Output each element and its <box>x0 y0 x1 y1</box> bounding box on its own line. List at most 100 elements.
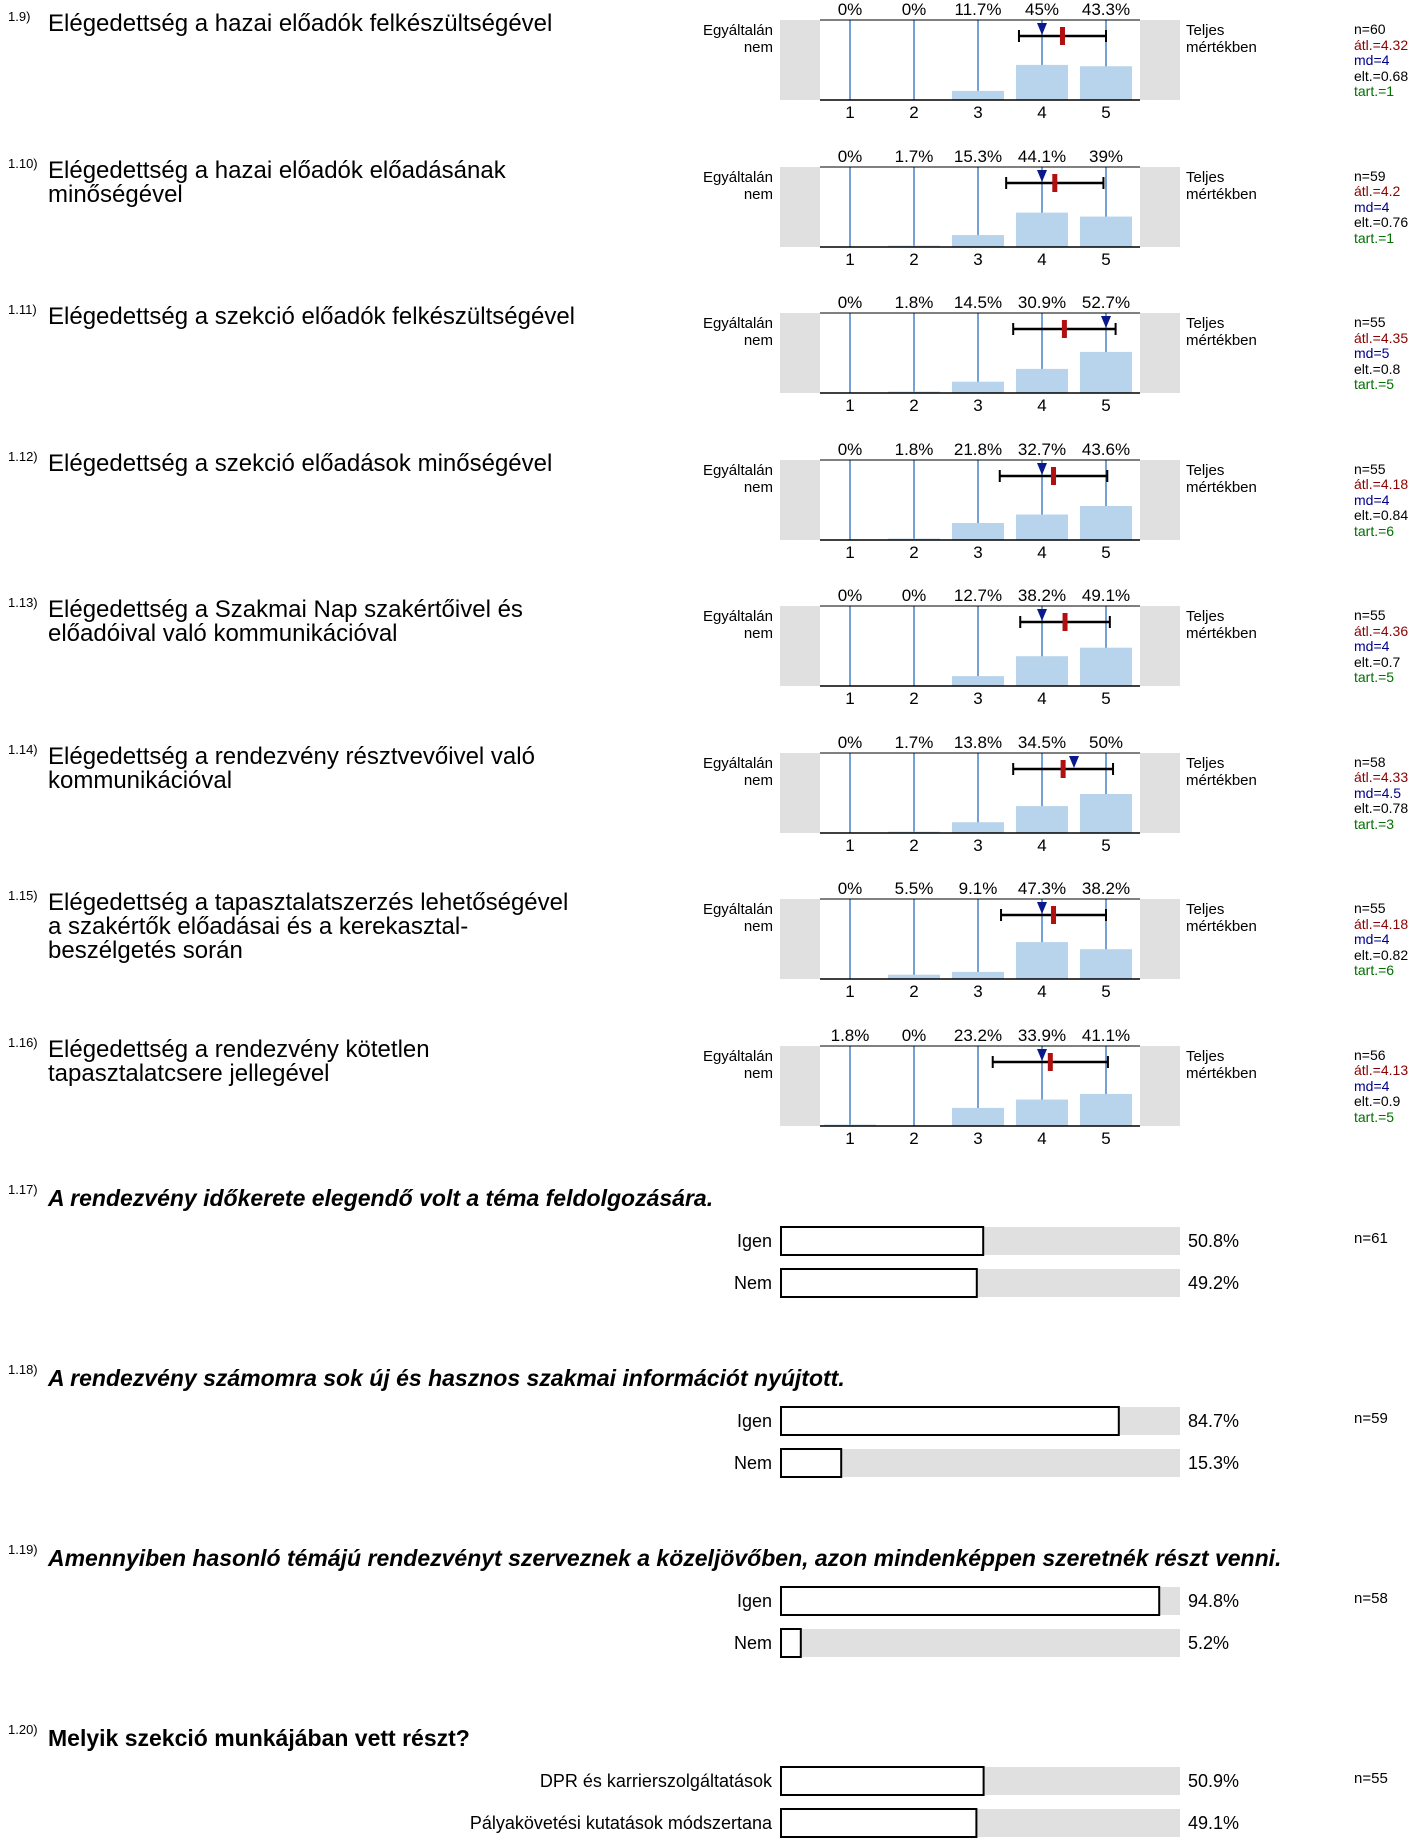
scale-left-line1: Egyáltalán <box>702 22 773 39</box>
question-number: 1.16) <box>8 1034 38 1050</box>
bar-track <box>780 1449 1180 1477</box>
likert-chart: 1.8% 0% 23.2% 33.9% 41.1% 1 2 3 4 5 <box>780 1026 1180 1148</box>
pct-label: 39% <box>1089 147 1123 166</box>
stats-block: n=60 átl.=4.32 md=4 elt.=0.68 tart.=1 <box>1354 21 1408 100</box>
tick-label: 3 <box>973 982 982 1001</box>
panel-left <box>780 313 820 393</box>
median-marker <box>1069 755 1079 768</box>
pct-label: 34.5% <box>1018 733 1066 752</box>
tick-label: 4 <box>1037 689 1046 708</box>
question-text: Amennyiben hasonló témájú rendezvényt sz… <box>48 1545 1282 1571</box>
scale-left-line2: nem <box>743 332 773 349</box>
pct-label: 52.7% <box>1082 293 1130 312</box>
tick-label: 2 <box>909 103 918 122</box>
panel-right <box>1140 459 1180 540</box>
pct-label: 0% <box>838 0 863 19</box>
bar <box>888 391 940 393</box>
option-percent: 50.8% <box>1188 1231 1240 1251</box>
bar <box>888 974 940 979</box>
pct-label: 43.6% <box>1082 440 1130 459</box>
pct-label: 1.7% <box>895 733 934 752</box>
panel-right <box>1140 1045 1180 1126</box>
count-label: n=58 <box>1354 1590 1388 1607</box>
option-percent: 94.8% <box>1188 1591 1240 1611</box>
scale-right-label: Teljes mértékben <box>1186 901 1257 935</box>
pct-label: 21.8% <box>954 440 1002 459</box>
tick-label: 2 <box>909 543 918 562</box>
stat-md: md=4 <box>1354 491 1390 508</box>
question-text: Elégedettség a hazai előadók előadásának <box>48 156 506 184</box>
question-text: a szakértők előadásai és a kerekasztal- <box>48 913 469 940</box>
stat-n: n=59 <box>1354 167 1386 184</box>
bar-fill <box>780 1448 843 1478</box>
tick-label: 5 <box>1101 982 1110 1001</box>
bar-fill <box>780 1766 985 1796</box>
scale-right-line2: mértékben <box>1186 332 1257 349</box>
panel-left <box>780 166 820 247</box>
panel-right <box>1140 166 1180 247</box>
tick-label: 3 <box>973 689 982 708</box>
bar <box>952 90 1004 100</box>
tick-label: 3 <box>973 250 982 269</box>
scale-right-line2: mértékben <box>1186 918 1257 935</box>
pct-label: 1.7% <box>895 147 934 166</box>
mean-marker <box>1047 1052 1053 1071</box>
scale-right-line1: Teljes <box>1186 461 1225 479</box>
stat-mean: átl.=4.2 <box>1354 183 1401 199</box>
stat-mean: átl.=4.33 <box>1354 769 1409 785</box>
pct-label: 0% <box>838 586 863 605</box>
option-percent: 84.7% <box>1188 1411 1240 1431</box>
choice-bar <box>780 1406 1180 1436</box>
median-marker <box>1037 1048 1047 1061</box>
bar <box>1080 216 1132 247</box>
option-percent: 49.1% <box>1188 1813 1240 1833</box>
tick-label: 3 <box>973 396 982 415</box>
pct-label: 1.8% <box>895 440 934 459</box>
bar <box>1016 513 1068 540</box>
bar <box>1016 64 1068 100</box>
tick-label: 2 <box>909 250 918 269</box>
panel-right <box>1140 20 1180 100</box>
question-number: 1.11) <box>8 302 37 317</box>
scale-left-label: Egyáltalán nem <box>699 608 773 642</box>
tick-label: 5 <box>1101 1129 1110 1148</box>
tick-label: 1 <box>845 836 854 855</box>
tick-label: 3 <box>973 1129 982 1148</box>
stats-block: n=55 átl.=4.18 md=4 elt.=0.82 tart.=6 <box>1354 900 1409 979</box>
scale-left-line1: Egyáltalán <box>702 461 773 479</box>
mean-marker <box>1062 613 1068 631</box>
pct-label: 49.1% <box>1082 586 1130 605</box>
count-label: n=59 <box>1354 1410 1388 1427</box>
stat-tart: tart.=5 <box>1354 669 1395 685</box>
question-number: 1.13) <box>8 595 38 610</box>
tick-label: 2 <box>909 689 918 708</box>
question-text: Elégedettség a hazai előadók felkészülts… <box>48 10 553 37</box>
panel-right <box>1140 606 1180 686</box>
question-number: 1.20) <box>8 1722 38 1737</box>
stat-tart: tart.=1 <box>1354 83 1395 99</box>
stat-tart: tart.=6 <box>1354 962 1395 978</box>
pct-label: 0% <box>902 0 927 19</box>
tick-label: 2 <box>909 982 918 1001</box>
choice-bar <box>780 1808 1180 1838</box>
panel-left <box>780 459 820 540</box>
pct-label: 32.7% <box>1018 440 1066 459</box>
scale-right-label: Teljes mértékben <box>1186 462 1257 496</box>
scale-right-line1: Teljes <box>1186 22 1225 39</box>
choice-bar <box>780 1586 1180 1616</box>
pct-label: 12.7% <box>954 586 1002 605</box>
scale-left-line2: nem <box>743 1064 773 1082</box>
panel-right <box>1140 899 1180 979</box>
option-label: Igen <box>736 1231 772 1251</box>
bar <box>824 1124 876 1126</box>
pct-label: 14.5% <box>954 293 1002 312</box>
option-percent: 5.2% <box>1188 1633 1230 1653</box>
pct-label: 38.2% <box>1018 586 1066 605</box>
tick-label: 5 <box>1101 836 1110 855</box>
scale-right-line1: Teljes <box>1186 754 1225 772</box>
scale-right-line1: Teljes <box>1186 901 1225 918</box>
bar <box>1016 942 1068 979</box>
pct-label: 5.5% <box>895 879 934 898</box>
stat-mean: átl.=4.18 <box>1354 915 1409 932</box>
mean-marker <box>1051 906 1057 924</box>
